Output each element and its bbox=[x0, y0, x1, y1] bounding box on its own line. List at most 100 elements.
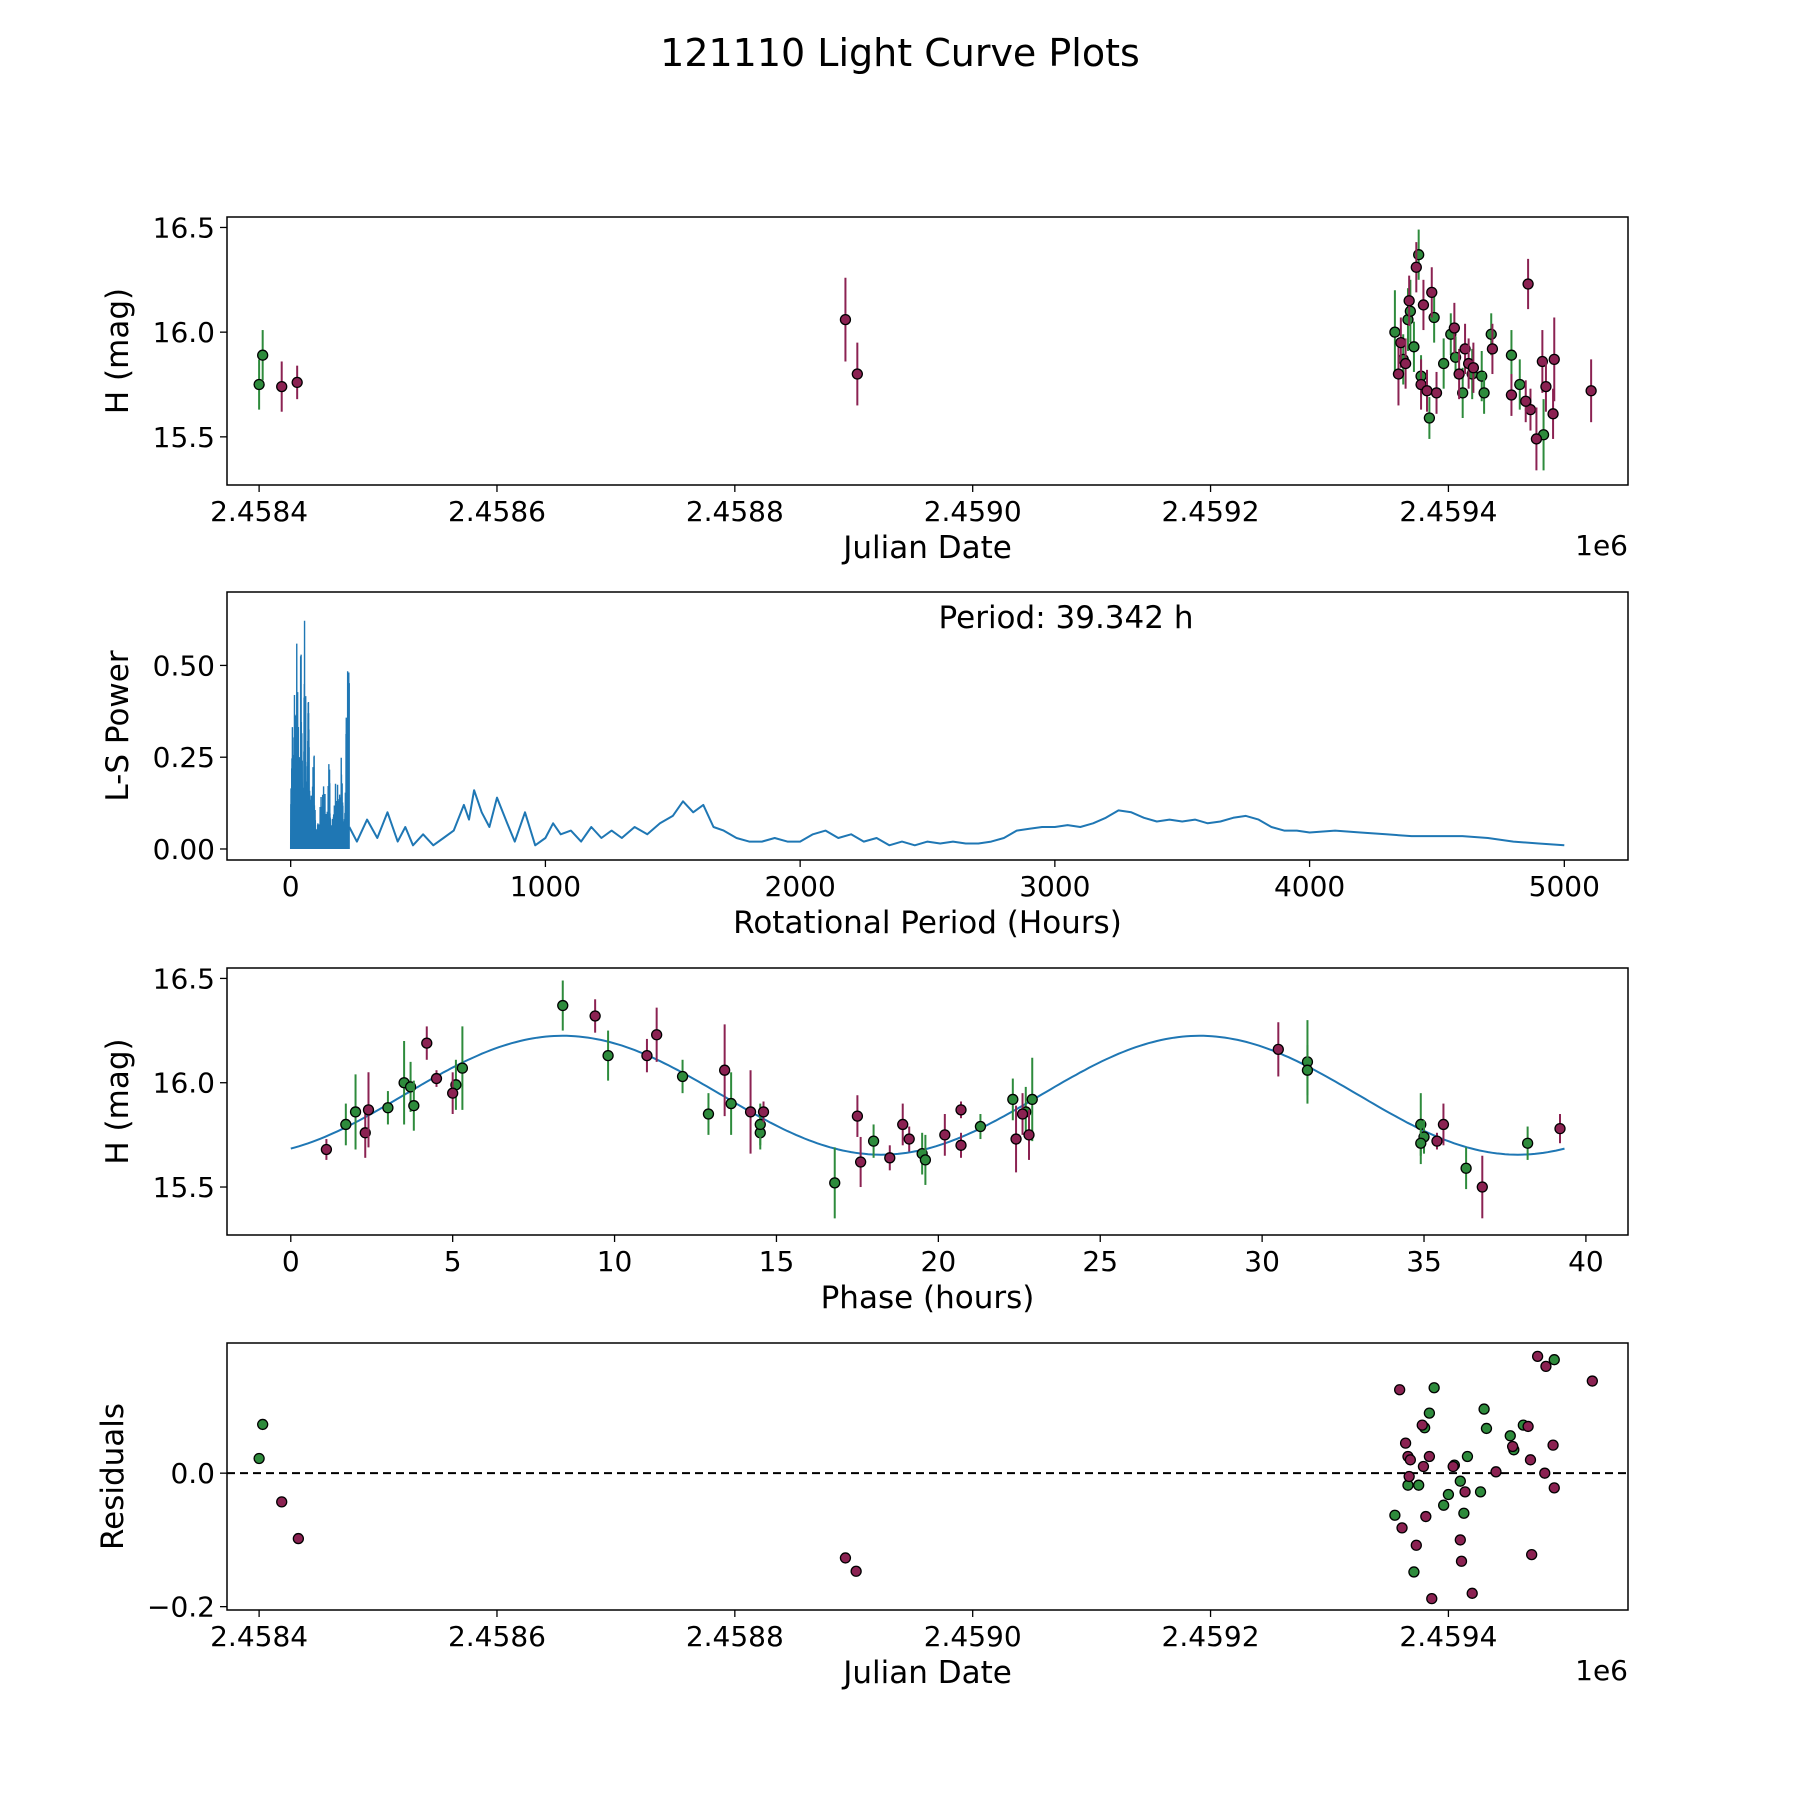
data-point bbox=[719, 1064, 731, 1076]
x-tick-label: 25 bbox=[1082, 1245, 1118, 1278]
data-point bbox=[408, 1100, 420, 1112]
plot-area bbox=[227, 1350, 1628, 1605]
data-point bbox=[702, 1108, 715, 1120]
x-tick-label: 2.4592 bbox=[1162, 1620, 1260, 1653]
x-tick-label: 2000 bbox=[765, 870, 836, 903]
data-point bbox=[1016, 1108, 1029, 1120]
x-axis-label: Julian Date bbox=[841, 1655, 1012, 1691]
x-tick-label: 5 bbox=[444, 1245, 462, 1278]
x-axis-label: Rotational Period (Hours) bbox=[733, 905, 1122, 941]
data-point bbox=[1408, 341, 1420, 353]
x-tick-label: 0 bbox=[282, 870, 300, 903]
data-point bbox=[1399, 1437, 1412, 1449]
data-point bbox=[602, 1049, 614, 1062]
data-point bbox=[839, 313, 852, 326]
data-point bbox=[362, 1104, 375, 1116]
data-point bbox=[1474, 1486, 1487, 1498]
x-tick-label: 5000 bbox=[1529, 870, 1600, 903]
data-point bbox=[1514, 378, 1526, 391]
data-point bbox=[1416, 1419, 1428, 1431]
x-offset-label: 1e6 bbox=[1575, 1654, 1628, 1687]
data-point bbox=[851, 368, 863, 380]
data-point bbox=[1389, 326, 1401, 338]
y-axis-label: L-S Power bbox=[100, 650, 136, 801]
data-point bbox=[1423, 1450, 1436, 1463]
data-point bbox=[651, 1029, 663, 1041]
x-tick-label: 0 bbox=[282, 1245, 300, 1278]
x-tick-label: 40 bbox=[1568, 1245, 1604, 1278]
y-axis-label: Residuals bbox=[95, 1403, 131, 1550]
data-point bbox=[1506, 1440, 1519, 1453]
data-point bbox=[1526, 1548, 1538, 1561]
data-point bbox=[1478, 1403, 1490, 1415]
data-point bbox=[1389, 1509, 1401, 1521]
x-tick-label: 35 bbox=[1406, 1245, 1442, 1278]
data-point bbox=[382, 1102, 394, 1114]
axes-frame bbox=[226, 967, 1629, 1236]
x-axis-label: Julian Date bbox=[841, 530, 1012, 566]
data-point bbox=[676, 1070, 689, 1083]
y-tick-label: 0.0 bbox=[170, 1457, 215, 1490]
data-point bbox=[1408, 1566, 1420, 1578]
data-point bbox=[1404, 1454, 1417, 1466]
x-tick-label: 2.4588 bbox=[686, 1620, 784, 1653]
data-point bbox=[903, 1133, 915, 1145]
data-point bbox=[1301, 1064, 1314, 1076]
data-point bbox=[1485, 328, 1497, 340]
data-point bbox=[1539, 1467, 1551, 1479]
data-point bbox=[1421, 385, 1433, 397]
data-point bbox=[1396, 1522, 1408, 1534]
data-point bbox=[1455, 1555, 1468, 1567]
data-point bbox=[1548, 353, 1560, 366]
plot-area bbox=[290, 980, 1566, 1219]
data-point bbox=[1426, 1593, 1438, 1605]
y-axis-label: H (mag) bbox=[100, 1038, 136, 1164]
data-point bbox=[1438, 357, 1450, 370]
data-point bbox=[292, 1532, 305, 1545]
panel-phased: 0 5 10 15 20 25 30 35 40 15.5 16.0 16.5 Phase (hours… bbox=[100, 962, 1629, 1316]
data-point bbox=[1536, 355, 1549, 368]
data-point bbox=[1438, 1499, 1450, 1511]
x-tick-label: 2.4590 bbox=[924, 495, 1022, 528]
data-point bbox=[1403, 1470, 1415, 1483]
axes-frame bbox=[226, 216, 1629, 486]
x-tick-label: 2.4590 bbox=[924, 1620, 1022, 1653]
y-tick-label: 16.0 bbox=[153, 1067, 215, 1100]
data-point bbox=[744, 1106, 757, 1118]
y-tick-label: 16.0 bbox=[153, 316, 215, 349]
data-point bbox=[257, 1418, 269, 1431]
data-point bbox=[253, 1452, 265, 1465]
data-point bbox=[1395, 336, 1407, 349]
period-annotation: Period: 39.342 h bbox=[939, 600, 1194, 636]
data-point bbox=[320, 1143, 333, 1156]
data-point bbox=[919, 1154, 932, 1166]
data-point bbox=[1453, 368, 1465, 380]
data-point bbox=[974, 1120, 987, 1133]
data-point bbox=[829, 1177, 841, 1189]
data-point bbox=[1413, 249, 1425, 261]
data-point bbox=[757, 1106, 770, 1118]
data-point bbox=[430, 1072, 443, 1085]
data-point bbox=[1548, 1482, 1560, 1494]
axes-frame bbox=[226, 591, 1629, 861]
y-axis-label: H (mag) bbox=[100, 288, 136, 414]
data-point bbox=[1522, 1420, 1534, 1433]
x-tick-label: 4000 bbox=[1274, 870, 1345, 903]
data-point bbox=[276, 1496, 288, 1508]
data-point bbox=[1007, 1093, 1019, 1106]
data-point bbox=[1486, 343, 1499, 355]
data-point bbox=[1467, 362, 1480, 374]
data-point bbox=[1505, 389, 1518, 401]
data-point bbox=[1521, 1137, 1534, 1149]
data-point bbox=[1458, 1507, 1470, 1519]
data-point bbox=[641, 1049, 653, 1062]
y-tick-label: 15.5 bbox=[153, 421, 215, 454]
data-point bbox=[291, 376, 303, 389]
data-point bbox=[349, 1106, 362, 1118]
data-point bbox=[1505, 349, 1518, 361]
data-point bbox=[1404, 305, 1417, 317]
data-point bbox=[851, 1110, 864, 1122]
data-point bbox=[1410, 261, 1422, 273]
x-tick-label: 2.4586 bbox=[448, 1620, 546, 1653]
data-point bbox=[1547, 1439, 1559, 1451]
